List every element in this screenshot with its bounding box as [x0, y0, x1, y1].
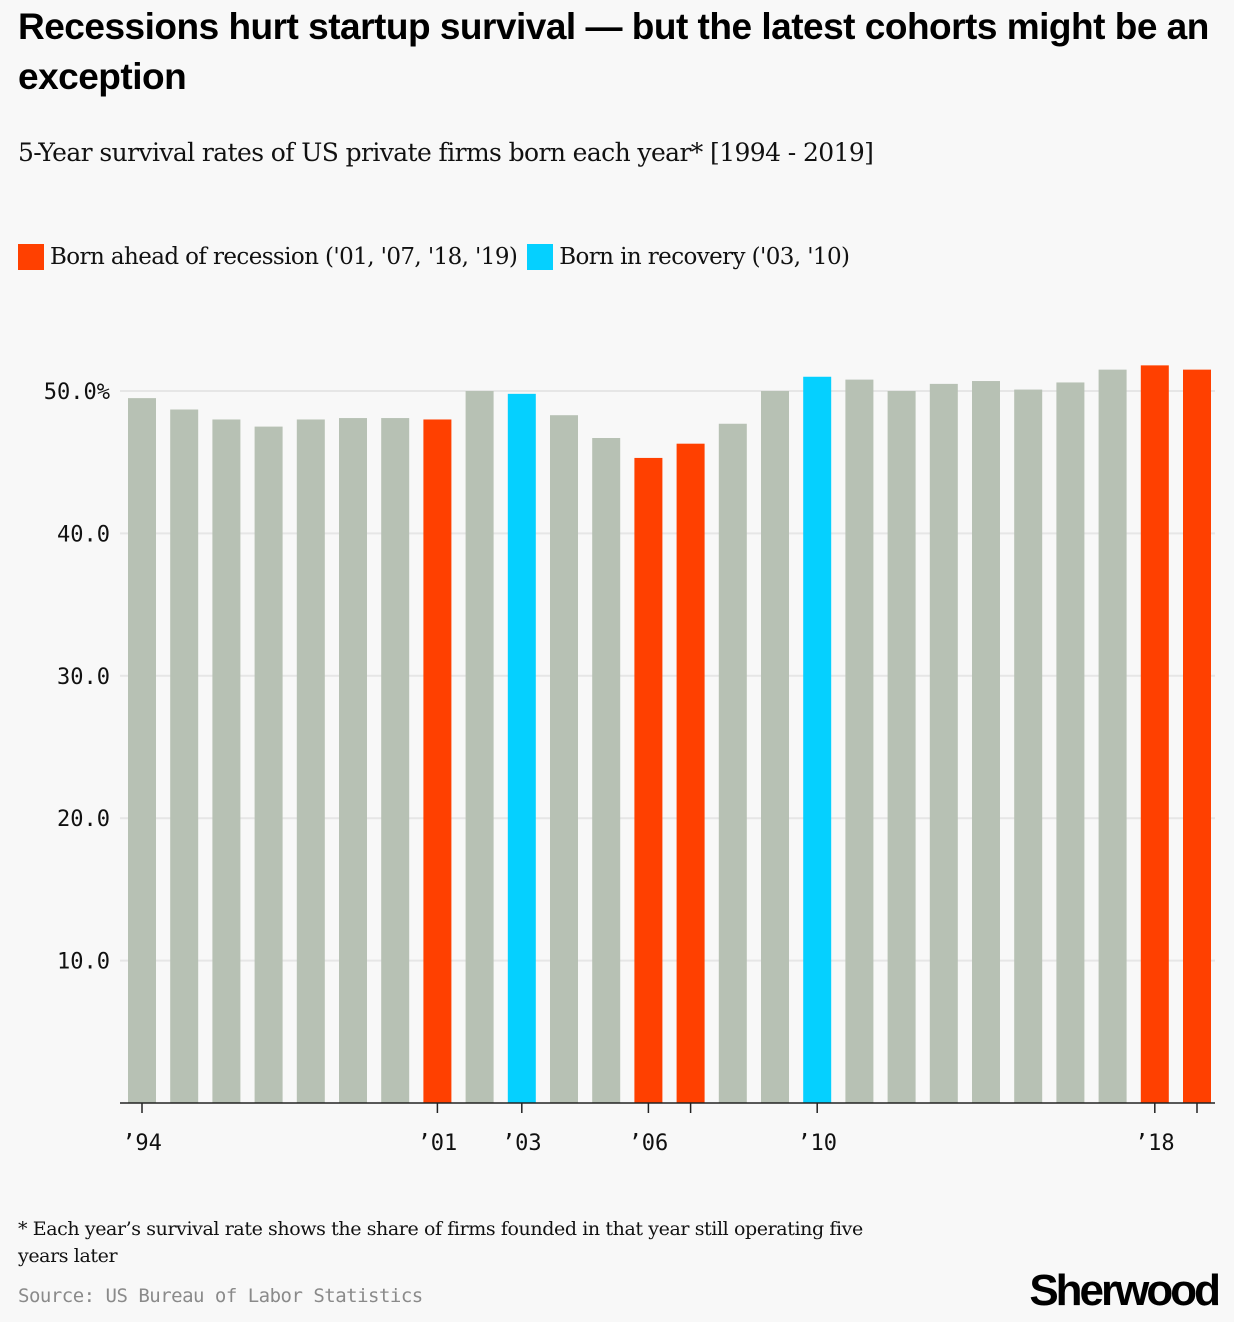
bar-2000 — [381, 418, 410, 1103]
sherwood-logo: Sherwood — [1029, 1266, 1221, 1315]
bar-1999 — [339, 418, 367, 1103]
y-tick-label: 20.0 — [57, 807, 110, 832]
x-tick-label: ’18 — [1135, 1131, 1175, 1156]
bar-2002 — [465, 391, 494, 1103]
x-tick-label: ’03 — [502, 1131, 542, 1156]
bar-1997 — [254, 426, 283, 1104]
chart-title: Recessions hurt startup survival — but t… — [18, 6, 1209, 97]
y-tick-label: 50.0% — [44, 380, 110, 405]
bar-2019 — [1183, 369, 1211, 1103]
source-note: Source: US Bureau of Labor Statistics — [18, 1285, 423, 1307]
x-tick-label: ’06 — [629, 1131, 669, 1156]
bar-1998 — [296, 419, 325, 1104]
bar-2005 — [592, 437, 621, 1103]
y-tick-label: 30.0 — [57, 665, 110, 690]
footnote: * Each year’s survival rate shows the sh… — [18, 1218, 863, 1267]
legend-item-recovery: Born in recovery ('03, '10) — [527, 244, 850, 270]
legend-item-recession: Born ahead of recession ('01, '07, '18, … — [18, 244, 518, 270]
bar-2003 — [507, 393, 536, 1103]
bar-1994 — [128, 398, 156, 1103]
bar-2009 — [761, 391, 789, 1103]
y-tick-label: 10.0 — [57, 950, 110, 975]
bar-2015 — [1014, 389, 1043, 1103]
bar-2012 — [887, 391, 916, 1103]
y-tick-label: 40.0 — [57, 522, 110, 547]
bar-1996 — [212, 419, 241, 1104]
bar-2014 — [972, 381, 1000, 1104]
bar-1995 — [170, 409, 199, 1104]
bar-2006 — [634, 457, 663, 1104]
bar-2001 — [423, 419, 452, 1104]
bar-2017 — [1098, 369, 1127, 1103]
legend-swatch-recession — [18, 244, 44, 270]
bar-2010 — [803, 376, 832, 1103]
x-tick-label: ’01 — [418, 1131, 458, 1156]
chart-subtitle: 5-Year survival rates of US private firm… — [18, 138, 874, 167]
legend-label-recession: Born ahead of recession ('01, '07, '18, … — [50, 244, 518, 270]
legend-swatch-recovery — [527, 244, 554, 270]
bar-2007 — [676, 443, 705, 1103]
bar-2004 — [550, 415, 578, 1103]
legend: Born ahead of recession ('01, '07, '18, … — [18, 244, 859, 270]
bar-2016 — [1056, 382, 1085, 1103]
bar-2013 — [929, 383, 958, 1103]
x-tick-label: ’94 — [122, 1131, 162, 1156]
bar-2011 — [845, 379, 874, 1103]
legend-label-recovery: Born in recovery ('03, '10) — [559, 244, 850, 270]
bar-2018 — [1140, 365, 1169, 1103]
x-tick-label: ’10 — [797, 1131, 837, 1156]
bar-2008 — [718, 423, 747, 1103]
